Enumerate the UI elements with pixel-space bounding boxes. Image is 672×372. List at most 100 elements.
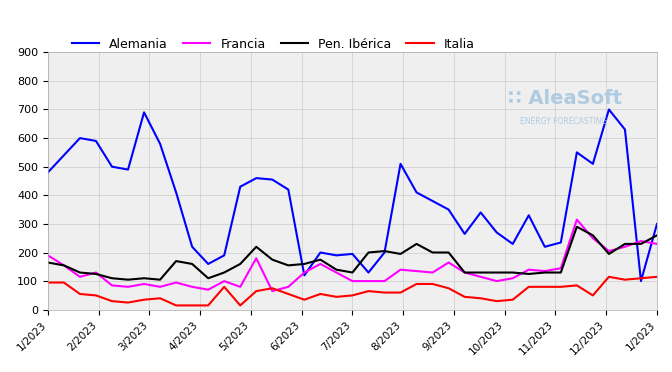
- Francia: [653, 242, 661, 246]
- Italia: [573, 283, 581, 288]
- Francia: [108, 283, 116, 288]
- Pen. Ibérica: [204, 276, 212, 280]
- Line: Pen. Ibérica: Pen. Ibérica: [48, 227, 657, 280]
- Francia: [44, 253, 52, 257]
- Francia: [380, 279, 388, 283]
- Alemania: [252, 176, 260, 180]
- Pen. Ibérica: [493, 270, 501, 275]
- Italia: [621, 278, 629, 282]
- Francia: [541, 269, 549, 273]
- Francia: [413, 269, 421, 273]
- Alemania: [621, 127, 629, 132]
- Alemania: [380, 250, 388, 255]
- Italia: [541, 285, 549, 289]
- Alemania: [541, 244, 549, 249]
- Francia: [460, 270, 468, 275]
- Francia: [557, 266, 565, 270]
- Alemania: [509, 242, 517, 246]
- Italia: [44, 280, 52, 285]
- Francia: [284, 285, 292, 289]
- Pen. Ibérica: [621, 242, 629, 246]
- Italia: [204, 303, 212, 308]
- Francia: [220, 279, 228, 283]
- Francia: [637, 239, 645, 243]
- Francia: [156, 285, 164, 289]
- Alemania: [333, 253, 341, 257]
- Francia: [76, 275, 84, 279]
- Alemania: [60, 153, 68, 157]
- Text: ENERGY FORECASTING: ENERGY FORECASTING: [520, 117, 607, 126]
- Alemania: [557, 240, 565, 245]
- Alemania: [140, 110, 148, 115]
- Alemania: [172, 190, 180, 195]
- Francia: [621, 244, 629, 249]
- Pen. Ibérica: [236, 262, 244, 266]
- Alemania: [525, 213, 533, 218]
- Francia: [172, 280, 180, 285]
- Italia: [284, 292, 292, 296]
- Alemania: [476, 210, 485, 215]
- Italia: [413, 282, 421, 286]
- Italia: [76, 292, 84, 296]
- Pen. Ibérica: [92, 272, 100, 276]
- Alemania: [573, 150, 581, 155]
- Italia: [348, 293, 356, 298]
- Francia: [92, 270, 100, 275]
- Alemania: [156, 142, 164, 146]
- Italia: [476, 296, 485, 301]
- Pen. Ibérica: [44, 260, 52, 265]
- Pen. Ibérica: [140, 276, 148, 280]
- Pen. Ibérica: [76, 270, 84, 275]
- Pen. Ibérica: [605, 252, 613, 256]
- Alemania: [188, 244, 196, 249]
- Italia: [396, 290, 405, 295]
- Alemania: [653, 222, 661, 226]
- Italia: [605, 275, 613, 279]
- Francia: [236, 285, 244, 289]
- Line: Alemania: Alemania: [48, 109, 657, 281]
- Alemania: [429, 199, 437, 203]
- Alemania: [76, 136, 84, 140]
- Italia: [300, 298, 308, 302]
- Italia: [429, 282, 437, 286]
- Francia: [509, 276, 517, 280]
- Pen. Ibérica: [557, 270, 565, 275]
- Line: Italia: Italia: [48, 277, 657, 305]
- Italia: [557, 285, 565, 289]
- Pen. Ibérica: [333, 267, 341, 272]
- Italia: [637, 276, 645, 280]
- Italia: [333, 295, 341, 299]
- Alemania: [204, 262, 212, 266]
- Francia: [605, 249, 613, 253]
- Francia: [300, 270, 308, 275]
- Alemania: [493, 230, 501, 235]
- Alemania: [637, 279, 645, 283]
- Pen. Ibérica: [445, 250, 453, 255]
- Pen. Ibérica: [589, 233, 597, 238]
- Alemania: [124, 167, 132, 172]
- Italia: [92, 293, 100, 298]
- Italia: [60, 280, 68, 285]
- Francia: [573, 217, 581, 222]
- Alemania: [300, 273, 308, 278]
- Line: Francia: Francia: [48, 219, 657, 291]
- Text: ∷ AleaSoft: ∷ AleaSoft: [508, 89, 622, 108]
- Italia: [445, 286, 453, 291]
- Alemania: [220, 253, 228, 257]
- Pen. Ibérica: [525, 272, 533, 276]
- Francia: [493, 279, 501, 283]
- Pen. Ibérica: [429, 250, 437, 255]
- Pen. Ibérica: [348, 270, 356, 275]
- Alemania: [317, 250, 325, 255]
- Alemania: [364, 270, 372, 275]
- Italia: [525, 285, 533, 289]
- Francia: [333, 270, 341, 275]
- Francia: [268, 289, 276, 294]
- Alemania: [589, 161, 597, 166]
- Pen. Ibérica: [573, 225, 581, 229]
- Pen. Ibérica: [60, 263, 68, 267]
- Alemania: [413, 190, 421, 195]
- Legend: Alemania, Francia, Pen. Ibérica, Italia: Alemania, Francia, Pen. Ibérica, Italia: [67, 33, 480, 56]
- Francia: [396, 267, 405, 272]
- Alemania: [108, 164, 116, 169]
